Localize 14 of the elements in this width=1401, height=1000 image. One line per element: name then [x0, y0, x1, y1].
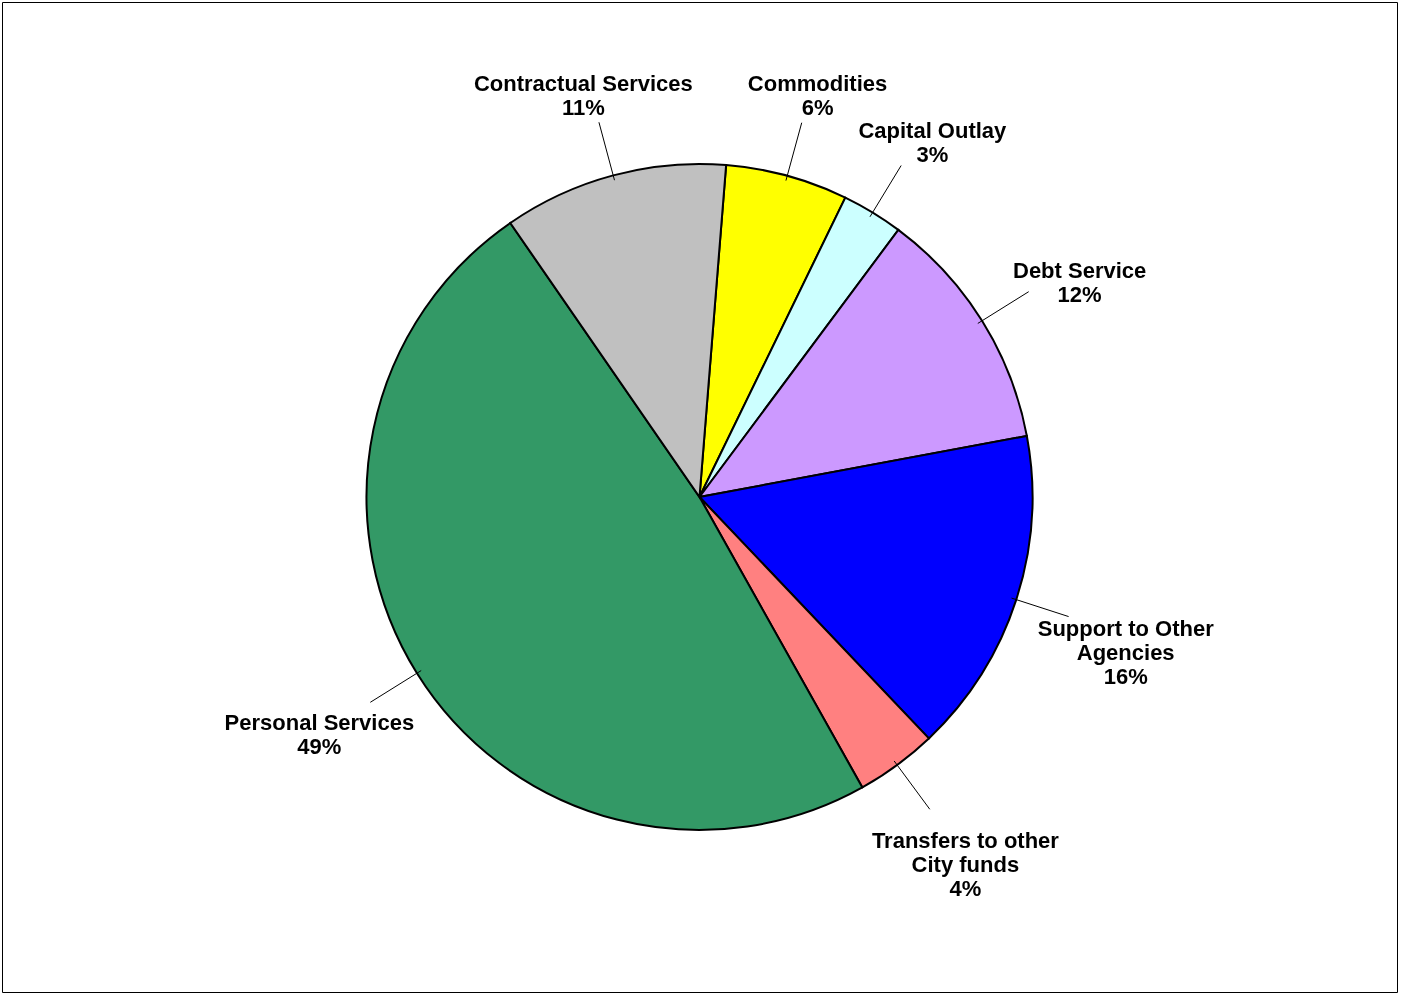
slice-label: Transfers to other City funds	[871, 828, 1060, 878]
data-label: 11%	[561, 94, 605, 120]
data-label: 16%	[1103, 663, 1148, 689]
slice-label: Support to Other Agencies	[1037, 615, 1215, 665]
data-label: 6%	[801, 95, 834, 121]
data-label: 49%	[297, 734, 342, 760]
slice-label: Contractual Services	[473, 70, 693, 96]
slice-label: Commodities	[747, 71, 888, 97]
slice-label: Debt Service	[1012, 257, 1147, 283]
data-label: 3%	[916, 142, 949, 168]
slice-label: Capital Outlay	[858, 118, 1008, 144]
data-label: 4%	[949, 876, 982, 902]
slice-label: Personal Services	[224, 710, 415, 736]
data-label: 12%	[1057, 281, 1102, 307]
